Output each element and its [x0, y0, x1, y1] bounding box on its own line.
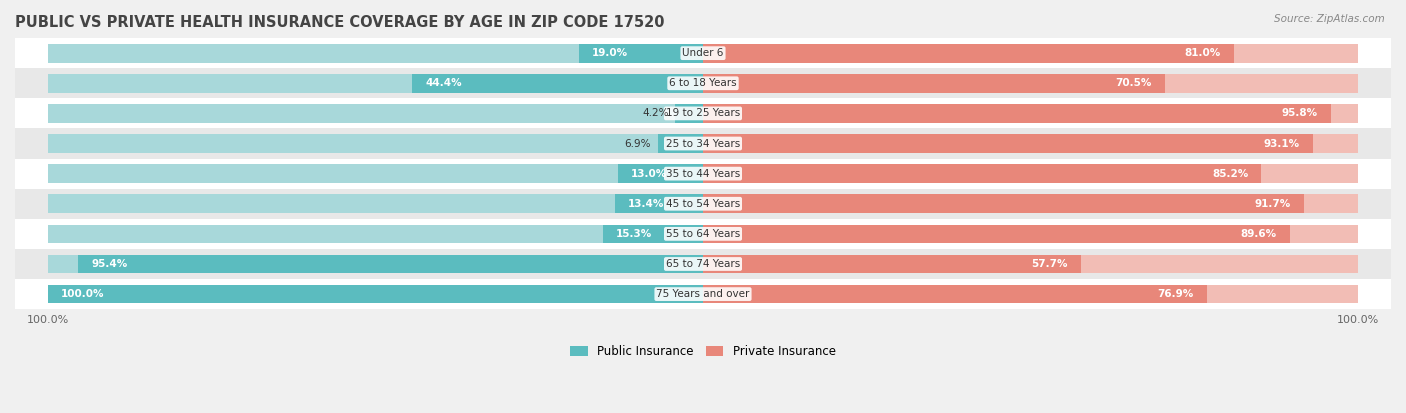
Bar: [703, 104, 1358, 123]
Bar: [15, 219, 1391, 249]
Text: 15.3%: 15.3%: [616, 229, 652, 239]
Text: 6 to 18 Years: 6 to 18 Years: [669, 78, 737, 88]
Bar: [703, 74, 1358, 93]
Text: 89.6%: 89.6%: [1241, 229, 1277, 239]
Text: 65 to 74 Years: 65 to 74 Years: [666, 259, 740, 269]
Bar: [15, 249, 1391, 279]
Text: 75 Years and over: 75 Years and over: [657, 289, 749, 299]
Bar: [703, 134, 1358, 153]
Text: 95.4%: 95.4%: [91, 259, 128, 269]
Bar: [703, 255, 1358, 273]
Bar: [703, 164, 1261, 183]
Bar: [412, 74, 703, 93]
Bar: [48, 285, 703, 304]
Bar: [578, 44, 703, 62]
Bar: [15, 279, 1391, 309]
Bar: [48, 104, 703, 123]
Bar: [48, 44, 703, 62]
Text: 19.0%: 19.0%: [592, 48, 627, 58]
Text: 19 to 25 Years: 19 to 25 Years: [666, 108, 740, 119]
Text: 76.9%: 76.9%: [1157, 289, 1194, 299]
Bar: [48, 74, 703, 93]
Text: 85.2%: 85.2%: [1212, 169, 1249, 179]
Bar: [48, 134, 703, 153]
Bar: [15, 159, 1391, 189]
Text: 57.7%: 57.7%: [1032, 259, 1069, 269]
Bar: [703, 195, 1303, 213]
Text: PUBLIC VS PRIVATE HEALTH INSURANCE COVERAGE BY AGE IN ZIP CODE 17520: PUBLIC VS PRIVATE HEALTH INSURANCE COVER…: [15, 15, 665, 30]
Text: 45 to 54 Years: 45 to 54 Years: [666, 199, 740, 209]
Text: 93.1%: 93.1%: [1264, 138, 1301, 149]
Bar: [703, 44, 1233, 62]
Text: 35 to 44 Years: 35 to 44 Years: [666, 169, 740, 179]
Bar: [703, 134, 1313, 153]
Bar: [48, 225, 703, 243]
Bar: [15, 189, 1391, 219]
Bar: [48, 255, 703, 273]
Text: 100.0%: 100.0%: [60, 289, 104, 299]
Bar: [15, 38, 1391, 68]
Legend: Public Insurance, Private Insurance: Public Insurance, Private Insurance: [565, 340, 841, 363]
Text: 6.9%: 6.9%: [624, 138, 651, 149]
Text: 81.0%: 81.0%: [1184, 48, 1220, 58]
Text: 13.4%: 13.4%: [628, 199, 665, 209]
Text: 25 to 34 Years: 25 to 34 Years: [666, 138, 740, 149]
Bar: [617, 164, 703, 183]
Text: 4.2%: 4.2%: [643, 108, 669, 119]
Bar: [675, 104, 703, 123]
Text: Under 6: Under 6: [682, 48, 724, 58]
Bar: [77, 255, 703, 273]
Bar: [703, 225, 1291, 243]
Bar: [15, 128, 1391, 159]
Bar: [703, 74, 1166, 93]
Bar: [703, 255, 1081, 273]
Bar: [48, 164, 703, 183]
Bar: [658, 134, 703, 153]
Bar: [15, 68, 1391, 98]
Text: 55 to 64 Years: 55 to 64 Years: [666, 229, 740, 239]
Bar: [703, 104, 1330, 123]
Bar: [616, 195, 703, 213]
Bar: [703, 44, 1358, 62]
Text: Source: ZipAtlas.com: Source: ZipAtlas.com: [1274, 14, 1385, 24]
Bar: [703, 225, 1358, 243]
Text: 91.7%: 91.7%: [1254, 199, 1291, 209]
Text: 70.5%: 70.5%: [1115, 78, 1152, 88]
Bar: [703, 285, 1206, 304]
Bar: [703, 285, 1358, 304]
Bar: [48, 195, 703, 213]
Bar: [703, 164, 1358, 183]
Bar: [15, 98, 1391, 128]
Bar: [48, 285, 703, 304]
Bar: [703, 195, 1358, 213]
Text: 13.0%: 13.0%: [631, 169, 668, 179]
Text: 95.8%: 95.8%: [1281, 108, 1317, 119]
Text: 44.4%: 44.4%: [425, 78, 461, 88]
Bar: [603, 225, 703, 243]
